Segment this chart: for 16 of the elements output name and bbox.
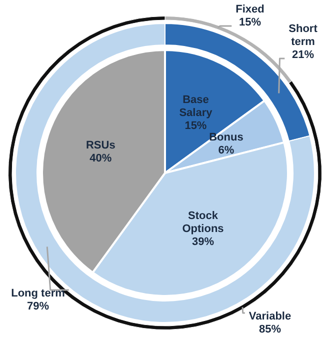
data-label: 15% [238,16,262,29]
slice-label: Fixed [236,4,264,16]
slice-label: Base Salary [179,94,214,119]
data-label: 39% [192,236,214,248]
slice-label: RSUs [86,140,116,152]
slice-label: Stock Options [182,210,224,235]
data-label: 85% [258,324,282,336]
data-label: 79% [26,300,50,313]
slice-label: Variable [248,310,292,323]
data-label: 15% [184,120,207,132]
slice-label: Short term [288,23,318,48]
data-label: 6% [218,144,234,157]
slice-label: Bonus [209,132,244,144]
data-label: 21% [292,49,314,62]
slice-label: Long term [11,288,66,300]
data-label: 40% [90,152,112,165]
